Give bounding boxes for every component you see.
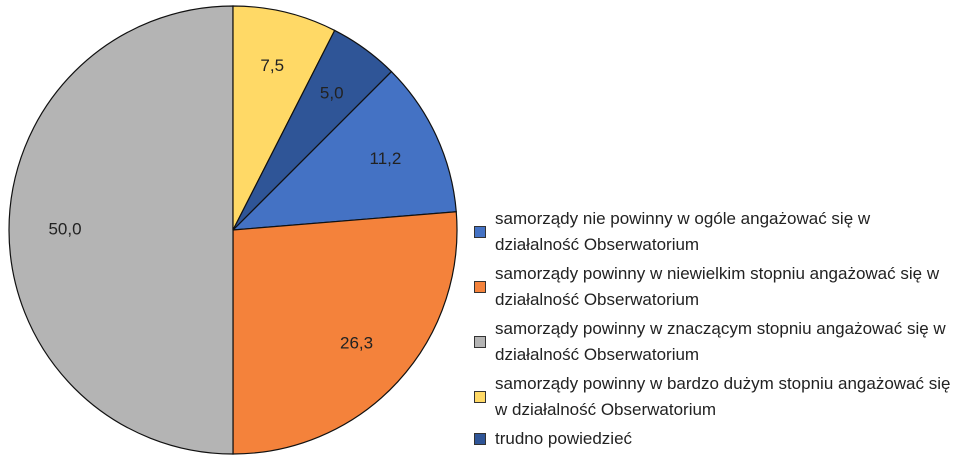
legend-swatch xyxy=(474,433,486,445)
legend-item: samorządy powinny w niewielkim stopniu a… xyxy=(474,261,958,313)
legend-swatch xyxy=(474,226,486,238)
legend-label: samorządy nie powinny w ogóle angażować … xyxy=(495,209,871,254)
pie-slice xyxy=(231,70,457,231)
pie-slice xyxy=(8,5,234,455)
legend-swatch xyxy=(474,391,486,403)
data-label: 11,2 xyxy=(370,149,402,168)
legend-item: samorządy powinny w bardzo dużym stopniu… xyxy=(474,371,958,423)
legend-label: samorządy powinny w bardzo dużym stopniu… xyxy=(495,374,951,419)
legend-label: trudno powiedzieć xyxy=(495,429,633,448)
legend-swatch xyxy=(474,281,486,293)
legend-label: samorządy powinny w niewielkim stopniu a… xyxy=(495,264,940,309)
data-label: 5,0 xyxy=(320,84,344,103)
pie-slice xyxy=(232,211,458,455)
legend: samorządy nie powinny w ogóle angażować … xyxy=(474,206,958,455)
data-label: 26,3 xyxy=(340,333,373,352)
legend-label: samorządy powinny w znaczącym stopniu an… xyxy=(495,319,946,364)
legend-item: samorządy powinny w znaczącym stopniu an… xyxy=(474,316,958,368)
legend-swatch xyxy=(474,336,486,348)
pie-slice xyxy=(232,5,336,231)
legend-item: samorządy nie powinny w ogóle angażować … xyxy=(474,206,958,258)
legend-item: trudno powiedzieć xyxy=(474,426,958,452)
data-label: 50,0 xyxy=(48,219,81,238)
data-label: 7,5 xyxy=(260,56,284,75)
pie-slice xyxy=(232,29,393,231)
